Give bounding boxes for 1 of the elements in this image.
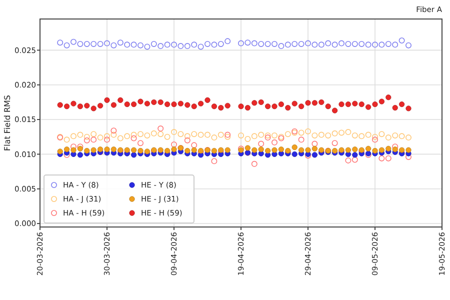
y-axis-title: Flat Field RMS [3,95,12,151]
